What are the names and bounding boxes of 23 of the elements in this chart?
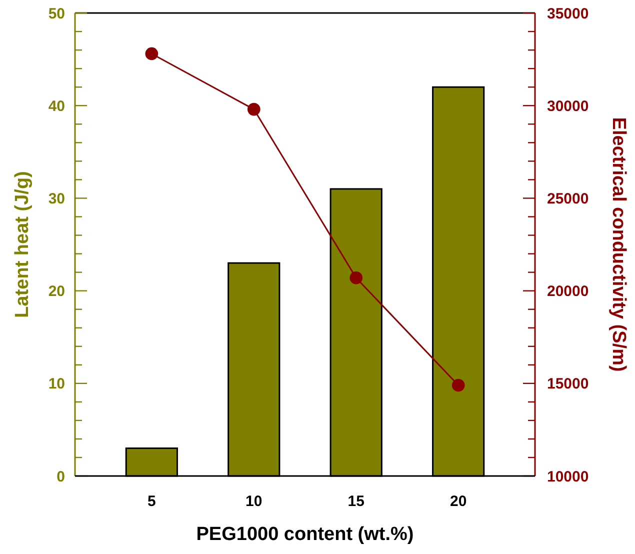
y-tick-label: 50 — [48, 5, 65, 22]
y2-axis-title: Electrical conductivity (S/m) — [608, 117, 629, 372]
point — [145, 47, 158, 60]
x-tick-label: 20 — [450, 493, 467, 510]
point — [350, 271, 363, 284]
y2-tick-label: 25000 — [547, 190, 589, 208]
y-tick-label: 0 — [56, 468, 65, 486]
x-tick-label: 10 — [246, 493, 262, 510]
y-tick-label: 30 — [48, 190, 65, 208]
y-tick-label: 40 — [48, 98, 65, 115]
x-tick-label: 15 — [348, 493, 364, 510]
y2-tick-label: 35000 — [547, 5, 589, 22]
point — [452, 378, 465, 392]
y2-tick-label: 10000 — [547, 468, 589, 486]
y2-tick-label: 20000 — [547, 283, 589, 300]
y2-tick-label: 30000 — [547, 98, 589, 115]
y-tick-label: 20 — [48, 283, 65, 300]
y2-tick-label: 15000 — [547, 376, 589, 393]
y-tick-label: 10 — [48, 376, 65, 393]
point — [247, 102, 260, 116]
x-axis-title: PEG1000 content (wt.%) — [196, 524, 414, 545]
y-axis-title: Latent heat (J/g) — [12, 171, 33, 318]
x-tick-label: 5 — [147, 493, 156, 510]
